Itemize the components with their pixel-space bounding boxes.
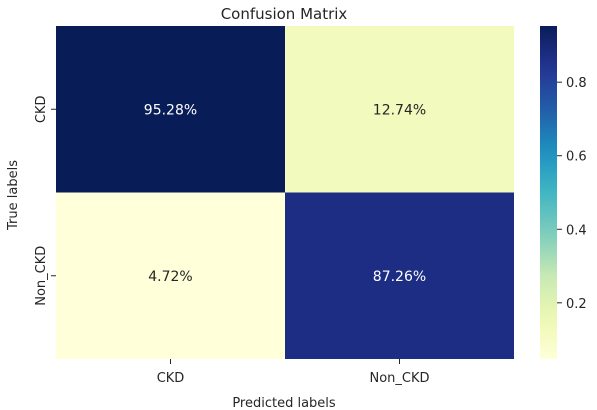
heatmap-cells: 95.28% 12.74% 4.72% 87.26%	[56, 26, 514, 359]
heatmap-cell	[285, 26, 514, 193]
y-tick-label: CKD	[34, 95, 49, 123]
colorbar: 0.2 0.4 0.6 0.8	[540, 26, 587, 359]
heatmap-cell	[285, 192, 514, 359]
heatmap-cell	[56, 192, 285, 359]
chart-title: Confusion Matrix	[221, 5, 348, 23]
cell-label: 95.28%	[144, 102, 197, 118]
x-axis-label: Predicted labels	[232, 396, 336, 410]
colorbar-tick-label: 0.6	[566, 150, 587, 165]
y-tick-label: Non_CKD	[34, 246, 49, 306]
heatmap-cell	[56, 26, 285, 193]
cell-label: 4.72%	[148, 269, 192, 285]
y-axis: CKD Non_CKD	[34, 95, 56, 306]
x-tick-label: CKD	[157, 371, 185, 386]
colorbar-tick-label: 0.2	[566, 297, 587, 312]
colorbar-tick-label: 0.8	[566, 76, 587, 91]
cell-label: 87.26%	[373, 269, 426, 285]
colorbar-ticks: 0.2 0.4 0.6 0.8	[557, 76, 587, 312]
cell-label: 12.74%	[373, 102, 426, 118]
x-tick-label: Non_CKD	[369, 371, 429, 386]
y-axis-label: True labels	[6, 160, 21, 231]
x-axis: CKD Non_CKD	[157, 359, 430, 386]
colorbar-gradient	[540, 26, 557, 359]
colorbar-tick-label: 0.4	[566, 223, 587, 238]
